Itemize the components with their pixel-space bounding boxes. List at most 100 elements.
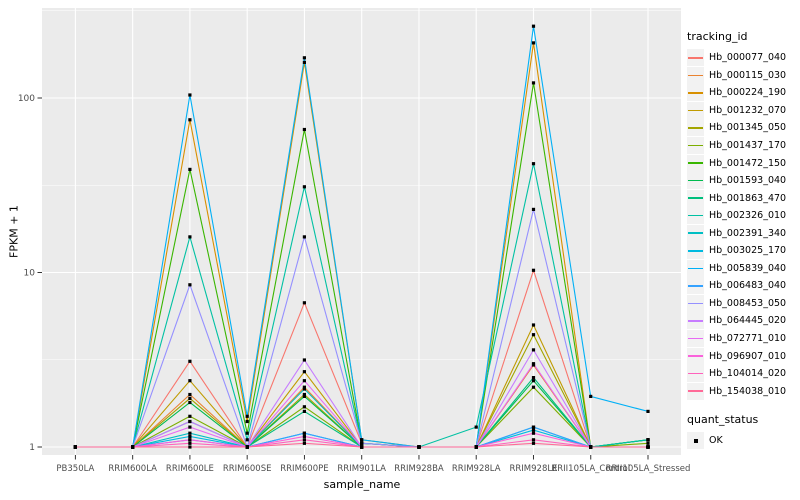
legend-item: Hb_003025_170 bbox=[687, 242, 799, 260]
data-point bbox=[531, 438, 536, 442]
data-point bbox=[360, 441, 364, 445]
legend-key bbox=[687, 242, 704, 260]
data-point bbox=[474, 425, 478, 429]
legend-item-label: Hb_096907_010 bbox=[709, 350, 787, 362]
x-tick-label: RRII105LA_Control bbox=[551, 464, 630, 474]
legend-swatch-line bbox=[688, 74, 703, 77]
data-point bbox=[302, 379, 306, 383]
legend-key bbox=[687, 330, 704, 348]
legend-item: Hb_001345_050 bbox=[687, 119, 799, 137]
data-point bbox=[302, 441, 306, 445]
legend-item: Hb_001437_170 bbox=[687, 137, 799, 155]
data-point bbox=[188, 392, 192, 397]
legend-key bbox=[687, 382, 704, 400]
legend-item-label: Hb_000077_040 bbox=[709, 52, 787, 64]
x-tick-label: RRIM600PE bbox=[280, 464, 328, 474]
legend-key bbox=[687, 259, 704, 277]
legend-item-label: Hb_001345_050 bbox=[709, 122, 787, 134]
x-tick-label: RRIM928LE bbox=[509, 464, 557, 474]
legend-key bbox=[687, 154, 704, 172]
data-point bbox=[188, 425, 192, 429]
legend-swatch-line bbox=[688, 390, 703, 392]
data-point bbox=[531, 162, 536, 166]
y-tick-label: 100 bbox=[18, 94, 35, 104]
legend-key bbox=[687, 294, 704, 312]
legend-swatch-line bbox=[688, 162, 703, 164]
data-point bbox=[531, 385, 536, 389]
data-point bbox=[302, 56, 306, 60]
ok-key bbox=[687, 432, 704, 450]
legend-item-ok: OK bbox=[687, 432, 799, 450]
legend-swatch-line bbox=[688, 285, 703, 287]
data-point bbox=[302, 405, 306, 409]
data-point bbox=[245, 438, 249, 442]
data-point bbox=[474, 445, 478, 449]
data-point bbox=[302, 431, 306, 435]
legend-key bbox=[687, 365, 704, 383]
legend-key bbox=[687, 189, 704, 207]
legend-item: Hb_000224_190 bbox=[687, 84, 799, 102]
legend-key bbox=[687, 347, 704, 365]
x-tick-label: RRIM600LA bbox=[108, 464, 157, 474]
data-point bbox=[188, 445, 192, 449]
data-point bbox=[646, 445, 650, 449]
data-point bbox=[360, 445, 364, 449]
data-point bbox=[188, 396, 192, 400]
data-point bbox=[188, 379, 192, 383]
legend-item: Hb_006483_040 bbox=[687, 277, 799, 295]
data-point bbox=[188, 283, 192, 287]
legend-entries: Hb_000077_040 Hb_000115_030 Hb_000224_190 H… bbox=[687, 49, 799, 400]
y-tick-label: 10 bbox=[24, 269, 36, 279]
legend-swatch-line bbox=[688, 320, 703, 322]
data-point bbox=[531, 24, 536, 28]
legend-swatch-line bbox=[688, 144, 703, 147]
legend-item: Hb_001593_040 bbox=[687, 172, 799, 190]
legend-item: Hb_000115_030 bbox=[687, 66, 799, 85]
data-point bbox=[531, 348, 536, 352]
legend-key bbox=[687, 312, 704, 330]
data-point bbox=[302, 235, 306, 239]
data-point bbox=[531, 333, 536, 337]
data-point bbox=[188, 118, 192, 122]
data-point bbox=[188, 167, 192, 171]
data-point bbox=[531, 379, 536, 383]
legend-item-label: Hb_006483_040 bbox=[709, 280, 787, 292]
legend-title-quant-status: quant_status bbox=[687, 412, 759, 426]
legend-item-label: Hb_154038_010 bbox=[709, 385, 787, 397]
legend-key bbox=[687, 101, 704, 119]
data-point bbox=[188, 414, 192, 418]
legend-key bbox=[687, 224, 704, 242]
legend-swatch-line bbox=[688, 302, 703, 305]
y-tick-label: 1 bbox=[29, 443, 35, 453]
data-point bbox=[188, 93, 192, 97]
data-point bbox=[245, 414, 249, 418]
legend-swatch-line bbox=[688, 372, 703, 375]
data-point bbox=[302, 438, 306, 442]
data-point bbox=[531, 41, 536, 45]
legend-swatch-line bbox=[688, 249, 703, 252]
data-point bbox=[531, 323, 536, 327]
legend-item-label: Hb_003025_170 bbox=[709, 245, 787, 257]
data-point bbox=[245, 419, 249, 424]
data-point bbox=[245, 445, 249, 449]
legend-item: Hb_104014_020 bbox=[687, 365, 799, 383]
data-point bbox=[302, 60, 306, 64]
legend-item: Hb_005839_040 bbox=[687, 259, 799, 278]
data-point bbox=[531, 431, 536, 435]
legend-key bbox=[687, 66, 704, 84]
legend-item-label: Hb_002326_010 bbox=[709, 210, 787, 222]
data-point bbox=[417, 445, 421, 449]
data-point bbox=[302, 127, 306, 132]
x-tick-label: RRIM928LA bbox=[452, 464, 501, 474]
legend-key bbox=[687, 207, 704, 225]
data-point bbox=[531, 425, 536, 429]
data-point bbox=[531, 428, 536, 432]
legend-item-label: Hb_005839_040 bbox=[709, 262, 787, 274]
legend-item-label: Hb_000224_190 bbox=[709, 87, 787, 99]
legend-item-label: OK bbox=[709, 435, 723, 447]
data-point bbox=[302, 434, 306, 438]
legend-item: Hb_154038_010 bbox=[687, 382, 799, 400]
legend-item-label: Hb_008453_050 bbox=[709, 297, 787, 309]
